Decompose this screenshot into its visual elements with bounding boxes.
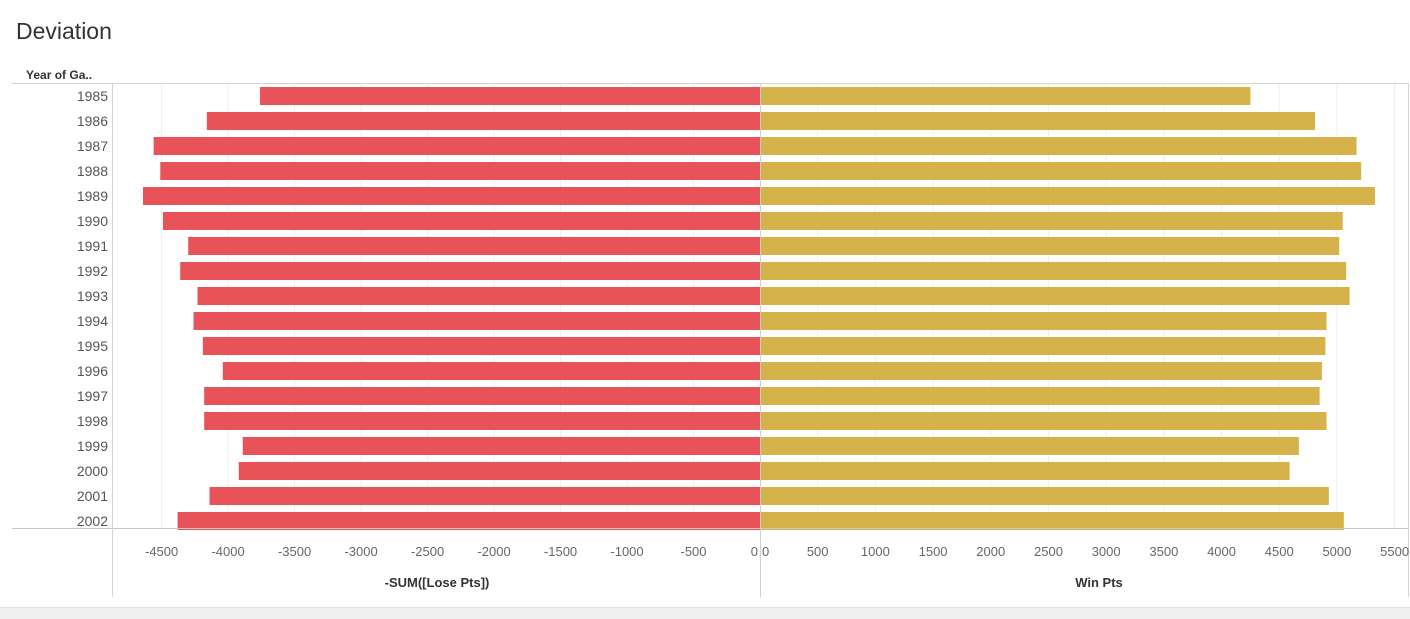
bar-win-pts (760, 312, 1327, 330)
deviation-chart: 1985 1986 1987 1988 1989 1990 1991 1992 1993 1994… (12, 68, 1409, 597)
x-axis-title-win: Win Pts (1075, 575, 1123, 590)
x-tick-label: 2500 (1034, 544, 1063, 559)
bar-win-pts (760, 287, 1350, 305)
bottom-scroll-area (0, 607, 1410, 619)
x-tick-label: -4500 (145, 544, 178, 559)
category-label: 1997 (77, 388, 108, 404)
bar-win-pts (760, 87, 1251, 105)
x-tick-label: 5500 (1380, 544, 1409, 559)
bar-lose-pts (153, 137, 760, 155)
category-label: 2002 (77, 513, 108, 529)
bar-lose-pts (242, 437, 761, 455)
x-tick-label: -2500 (411, 544, 444, 559)
bar-win-pts (760, 262, 1347, 280)
bar-lose-pts (204, 387, 761, 405)
x-tick-label: -3500 (278, 544, 311, 559)
category-label: 1994 (77, 313, 108, 329)
category-label: 1987 (77, 138, 108, 154)
category-label: 2001 (77, 488, 108, 504)
category-label: 1996 (77, 363, 108, 379)
x-tick-label: -4000 (211, 544, 244, 559)
bar-lose-pts (238, 462, 760, 480)
x-tick-label: 4000 (1207, 544, 1236, 559)
category-label: 1999 (77, 438, 108, 454)
bars (143, 87, 1375, 530)
bar-lose-pts (188, 237, 761, 255)
bar-win-pts (760, 162, 1362, 180)
bar-lose-pts (160, 162, 761, 180)
bar-lose-pts (206, 112, 761, 130)
category-label: 1986 (77, 113, 108, 129)
bar-lose-pts (193, 312, 761, 330)
bar-lose-pts (197, 287, 760, 305)
category-label: 1998 (77, 413, 108, 429)
bar-lose-pts (209, 487, 761, 505)
x-tick-label: 5000 (1322, 544, 1351, 559)
bar-win-pts (760, 437, 1299, 455)
labels: 1985 1986 1987 1988 1989 1990 1991 1992 1993 1994… (26, 68, 1409, 590)
bar-win-pts (760, 112, 1315, 130)
bar-win-pts (760, 487, 1329, 505)
x-tick-label: 1000 (861, 544, 890, 559)
x-tick-label: 4500 (1265, 544, 1294, 559)
bar-win-pts (760, 462, 1290, 480)
x-tick-label: 1500 (919, 544, 948, 559)
bar-lose-pts (143, 187, 760, 205)
bar-lose-pts (162, 212, 761, 230)
x-tick-label: -1500 (544, 544, 577, 559)
bar-lose-pts (204, 412, 761, 430)
x-tick-label: 500 (807, 544, 829, 559)
bar-win-pts (760, 387, 1320, 405)
category-label: 1989 (77, 188, 108, 204)
bar-win-pts (760, 187, 1375, 205)
category-label: 1993 (77, 288, 108, 304)
x-tick-label: -3000 (344, 544, 377, 559)
chart-title: Deviation (16, 18, 112, 44)
x-tick-label: -1000 (610, 544, 643, 559)
bar-win-pts (760, 412, 1327, 430)
x-tick-label: 2000 (976, 544, 1005, 559)
category-label: 1990 (77, 213, 108, 229)
bar-lose-pts (222, 362, 760, 380)
x-axis-title-lose: -SUM([Lose Pts]) (385, 575, 490, 590)
bar-win-pts (760, 212, 1343, 230)
axes-frame (12, 83, 1409, 597)
x-tick-label: -2000 (477, 544, 510, 559)
category-label: 1992 (77, 263, 108, 279)
category-label: 1988 (77, 163, 108, 179)
bar-lose-pts (260, 87, 760, 105)
category-label: 1995 (77, 338, 108, 354)
x-tick-label: 0 (751, 544, 758, 559)
x-tick-label: 3500 (1149, 544, 1178, 559)
category-label: 1985 (77, 88, 108, 104)
category-label: 1991 (77, 238, 108, 254)
row-header: Year of Ga.. (26, 68, 92, 82)
bar-lose-pts (177, 512, 761, 530)
bar-win-pts (760, 337, 1326, 355)
bar-win-pts (760, 362, 1322, 380)
bar-win-pts (760, 237, 1340, 255)
bar-lose-pts (180, 262, 760, 280)
x-tick-label: 3000 (1092, 544, 1121, 559)
bar-win-pts (760, 137, 1357, 155)
bar-win-pts (760, 512, 1344, 530)
category-label: 2000 (77, 463, 108, 479)
x-tick-label: -500 (680, 544, 706, 559)
x-tick-label: 0 (762, 544, 769, 559)
bar-lose-pts (202, 337, 760, 355)
